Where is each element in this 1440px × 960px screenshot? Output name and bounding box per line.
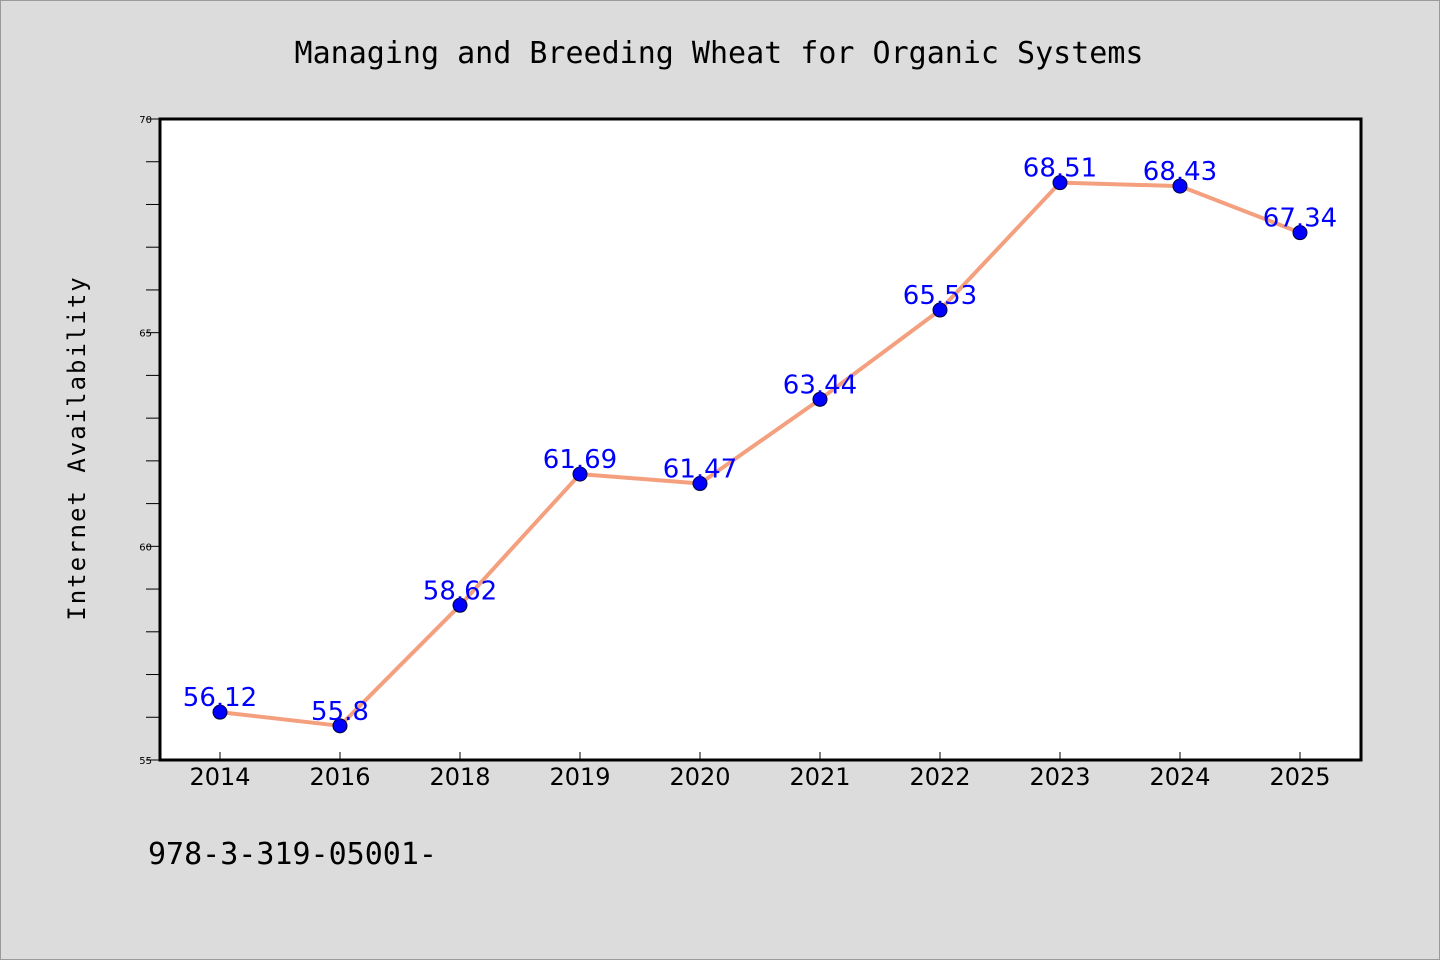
data-point xyxy=(452,597,468,613)
data-label: 61.69 xyxy=(543,445,617,475)
data-point xyxy=(212,704,228,720)
data-label: 63.44 xyxy=(783,370,857,400)
x-tick-label: 2014 xyxy=(189,763,250,791)
series-markers-group xyxy=(212,175,1308,734)
data-label: 67.34 xyxy=(1263,204,1337,234)
chart-title: Managing and Breeding Wheat for Organic … xyxy=(295,36,1144,71)
y-tick-label: 70 xyxy=(139,115,152,126)
data-label: 65.53 xyxy=(903,281,977,311)
x-tick-label: 2023 xyxy=(1029,763,1090,791)
data-point xyxy=(572,466,588,482)
x-tick-label: 2022 xyxy=(909,763,970,791)
data-point xyxy=(692,476,708,492)
x-tick-label: 2016 xyxy=(309,763,370,791)
x-axis: 2014 2016 2018 2019 2020 2021 2022 2023 2024 2025 xyxy=(189,752,1331,791)
y-tick-label: 55 xyxy=(139,756,152,767)
series-line-group xyxy=(219,180,1301,728)
data-label: 68.43 xyxy=(1143,157,1217,187)
data-point xyxy=(1292,225,1308,241)
data-point xyxy=(932,302,948,318)
data-label: 61.47 xyxy=(663,455,737,485)
x-tick-label: 2021 xyxy=(789,763,850,791)
data-point xyxy=(1172,178,1188,194)
data-point xyxy=(332,718,348,734)
data-point xyxy=(812,391,828,407)
y-axis: 55 60 65 70 xyxy=(139,115,160,767)
series-line xyxy=(219,180,1301,728)
x-tick-label: 2025 xyxy=(1269,763,1330,791)
x-tick-label: 2024 xyxy=(1149,763,1210,791)
data-label: 58.62 xyxy=(423,576,497,606)
footnote-isbn: 978-3-319-05001- xyxy=(148,837,437,872)
y-axis-label: Internet Availability xyxy=(63,275,91,620)
y-tick-label: 60 xyxy=(139,542,152,553)
data-label: 56.12 xyxy=(183,683,257,713)
y-tick-label: 65 xyxy=(139,329,152,340)
x-tick-label: 2020 xyxy=(669,763,730,791)
x-tick-label: 2019 xyxy=(549,763,610,791)
data-label: 68.51 xyxy=(1023,154,1097,184)
data-label: 55.8 xyxy=(311,697,369,727)
data-labels-group: 56.12 55.8 58.62 61.69 61.47 63.44 65.53 68.51 6… xyxy=(183,154,1337,727)
x-tick-label: 2018 xyxy=(429,763,490,791)
data-point xyxy=(1052,175,1068,191)
